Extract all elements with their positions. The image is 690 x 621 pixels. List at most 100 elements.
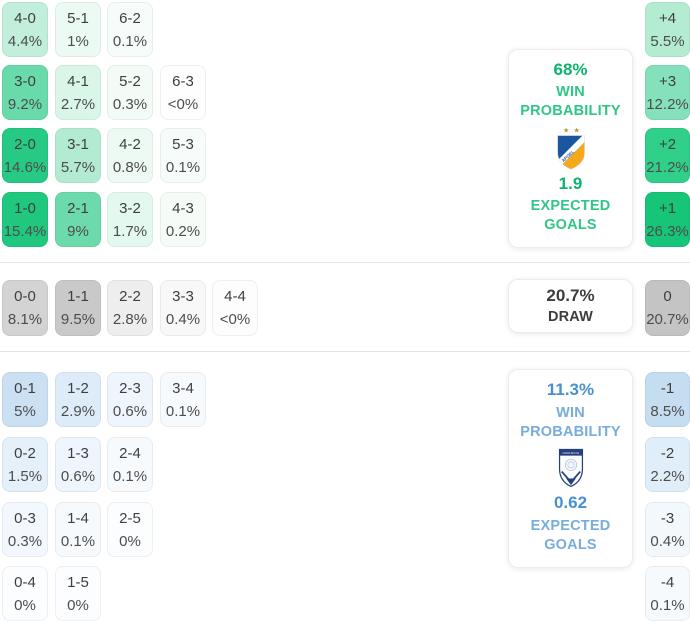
crest-team-name: OMONOIA [562,451,579,455]
goal-diff-cell-minus-4-score: -4 [660,573,675,591]
away-win-label-line2: PROBABILITY [520,423,621,440]
home-win-probability-label: WIN PROBABILITY [520,83,620,121]
score-cell-4-4: 4-4 <0% [212,280,258,336]
score-cell-3-1-score: 3-1 [67,135,89,153]
score-cell-1-1-score: 1-1 [67,288,89,305]
score-cell-4-1-probability: 2.7% [60,95,96,113]
goal-diff-cell-minus-1-probability: 8.5% [650,402,685,420]
goal-diff-cell-plusminus-3-probability: 12.2% [646,95,689,113]
score-cell-5-3-probability: 0.1% [165,158,201,176]
score-cell-1-5: 1-5 0% [55,566,101,621]
away-win-panel: 11.3% WIN PROBABILITY OMONOIA 0.62 EXPEC… [508,369,633,568]
score-cell-1-3-score: 1-3 [67,444,89,462]
goal-diff-cell-minus-2-probability: 2.2% [650,467,685,485]
score-cell-4-0: 4-0 4.4% [2,2,48,57]
score-cell-0-2: 0-2 1.5% [2,437,48,492]
goal-diff-cell-minus-4-probability: 0.1% [650,596,685,614]
goal-diff-cell-minus-3-probability: 0.4% [650,532,685,550]
draw-label: DRAW [547,308,594,325]
away-win-probability-value: 11.3% [546,380,595,399]
score-cell-6-2-probability: 0.1% [112,32,148,50]
score-cell-4-3-probability: 0.2% [165,222,201,240]
home-win-label-line1: WIN [556,83,585,100]
goal-diff-cell-plusminus-4-probability: 5.5% [650,32,685,50]
score-cell-4-2-probability: 0.8% [112,158,148,176]
score-cell-1-4: 1-4 0.1% [55,502,101,557]
score-cell-3-2-score: 3-2 [119,199,141,217]
goal-diff-cell-minus-2: -2 2.2% [645,437,690,492]
draw-probability-value: 20.7% [546,285,595,305]
home-win-probability-value: 68% [553,60,588,79]
score-cell-0-3-probability: 0.3% [7,532,43,550]
score-cell-0-4-score: 0-4 [14,573,36,591]
score-cell-0-1-score: 0-1 [14,379,36,397]
score-cell-5-1-score: 5-1 [67,9,89,27]
away-win-probability-label: WIN PROBABILITY [520,404,620,442]
score-cell-5-3: 5-3 0.1% [160,128,206,183]
score-cell-2-0-score: 2-0 [14,135,36,153]
score-cell-2-1: 2-1 9% [55,192,101,247]
score-cell-3-2-probability: 1.7% [112,222,148,240]
score-cell-0-4-probability: 0% [14,596,36,614]
score-cell-3-4-score: 3-4 [172,379,194,397]
score-cell-1-0-probability: 15.4% [3,222,47,240]
score-cell-6-2-score: 6-2 [119,9,141,27]
score-cell-2-5-probability: 0% [119,532,141,550]
score-cell-5-1: 5-1 1% [55,2,101,57]
score-cell-3-0: 3-0 9.2% [2,65,48,120]
away-xg-label-line2: GOALS [544,537,597,553]
away-expected-goals-label: EXPECTED GOALS [531,517,611,555]
score-cell-6-3: 6-3 <0% [160,65,206,120]
goal-diff-cell-plusminus-3-score: +3 [658,72,677,90]
score-cell-3-4: 3-4 0.1% [160,372,206,427]
score-cell-4-3-score: 4-3 [172,199,194,217]
goal-diff-cell-plusminus-1-probability: 26.3% [646,222,689,240]
home-xg-label-line1: EXPECTED [530,198,611,214]
score-cell-0-0: 0-0 8.1% [2,280,48,336]
score-cell-1-3: 1-3 0.6% [55,437,101,492]
score-cell-1-0-score: 1-0 [14,199,36,217]
goal-diff-cell-minus-3: -3 0.4% [645,502,690,557]
home-win-label-line2: PROBABILITY [520,102,621,119]
score-cell-2-1-score: 2-1 [67,199,89,217]
score-cell-2-4-score: 2-4 [119,444,141,462]
score-cell-4-1-score: 4-1 [67,72,89,90]
score-cell-2-5: 2-5 0% [107,502,153,557]
score-cell-6-3-probability: <0% [167,95,199,113]
score-cell-4-1: 4-1 2.7% [55,65,101,120]
goal-diff-cell-plusminus-1-score: +1 [658,199,677,217]
section-divider-bottom [0,351,690,352]
goal-diff-cell-plusminus-4-score: +4 [658,9,677,27]
goal-diff-cell-minus-1: -1 8.5% [645,372,690,427]
goal-diff-cell-plusminus-3: +3 12.2% [645,65,690,120]
goal-diff-cell-0-score: 0 [663,288,672,305]
draw-panel: 20.7% DRAW [508,279,633,333]
score-cell-2-4-probability: 0.1% [112,467,148,485]
score-cell-5-1-probability: 1% [67,32,89,50]
score-cell-3-0-probability: 9.2% [7,95,43,113]
score-cell-2-0: 2-0 14.6% [2,128,48,183]
score-cell-1-4-score: 1-4 [67,509,89,527]
home-expected-goals-label: EXPECTED GOALS [531,197,611,235]
goal-diff-cell-plusminus-2-score: +2 [658,135,677,153]
score-cell-2-2-score: 2-2 [119,288,141,305]
score-cell-6-2: 6-2 0.1% [107,2,153,57]
score-cell-4-3: 4-3 0.2% [160,192,206,247]
goal-diff-cell-0-probability: 20.7% [646,311,689,328]
score-cell-3-1-probability: 5.7% [60,158,96,176]
score-cell-2-3-score: 2-3 [119,379,141,397]
crest-emblem [564,458,577,471]
away-team-crest-icon: OMONOIA [558,448,583,487]
score-cell-3-0-score: 3-0 [14,72,36,90]
crest-star-icon: ★ [562,125,568,134]
score-cell-0-3-score: 0-3 [14,509,36,527]
score-cell-0-0-score: 0-0 [14,288,36,305]
score-cell-1-2-probability: 2.9% [60,402,96,420]
score-cell-3-2: 3-2 1.7% [107,192,153,247]
score-cell-0-1-probability: 5% [14,402,36,420]
score-cell-0-2-score: 0-2 [14,444,36,462]
away-expected-goals-value: 0.62 [553,493,588,513]
score-cell-1-5-probability: 0% [67,596,89,614]
goal-diff-cell-minus-1-score: -1 [660,379,675,397]
score-cell-2-4: 2-4 0.1% [107,437,153,492]
